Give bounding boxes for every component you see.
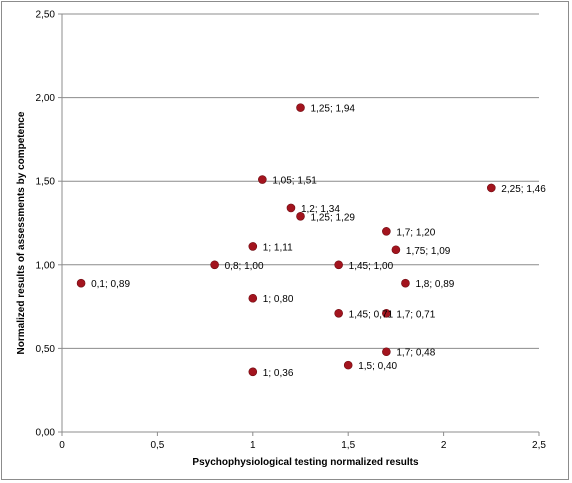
data-labels: 1,25; 1,941,05; 1,512,25; 1,461,2; 1,341… [91, 104, 546, 379]
x-tick-label: 1 [250, 440, 256, 451]
data-point [382, 227, 391, 236]
data-label: 1; 1,11 [263, 242, 293, 253]
x-tick-label: 0,5 [150, 440, 164, 451]
data-point [334, 260, 343, 270]
y-tick-label: 1,00 [36, 260, 56, 271]
data-label: 0,8; 1,00 [225, 261, 264, 272]
data-point [248, 367, 258, 377]
axes [58, 13, 540, 436]
data-label: 1,7; 1,20 [396, 227, 435, 238]
data-points [76, 103, 496, 377]
data-point [391, 245, 401, 255]
data-point [248, 293, 258, 303]
data-point [382, 347, 391, 357]
data-point [334, 308, 343, 318]
x-tick-label: 2,5 [532, 440, 546, 451]
data-point [343, 360, 353, 370]
y-tick-labels: 0,00 0,50 1,00 1,50 2,00 2,50 [36, 10, 56, 439]
data-point [210, 260, 219, 270]
y-tick-label: 2,50 [36, 10, 56, 21]
data-label: 1,8; 0,89 [415, 279, 454, 290]
x-tick-label: 1,5 [341, 440, 355, 451]
data-label: 1,05; 1,51 [272, 176, 317, 187]
data-label: 1,7; 0,48 [396, 348, 435, 359]
data-label: 1,25; 1,29 [311, 212, 356, 223]
x-axis-title: Psychophysiological testing normalized r… [192, 457, 419, 468]
y-tick-label: 1,50 [36, 177, 56, 188]
data-label: 1,75; 1,09 [406, 246, 451, 257]
data-label: 0,1; 0,89 [91, 279, 130, 290]
data-label: 1; 0,80 [263, 294, 294, 305]
x-tick-label: 0 [59, 440, 65, 451]
data-label: 2,25; 1,46 [501, 184, 546, 195]
x-tick-label: 2 [441, 440, 447, 451]
data-label: 1; 0,36 [263, 368, 294, 379]
grid-lines [62, 13, 539, 349]
y-tick-label: 0,50 [36, 344, 56, 355]
data-label: 1,45; 0,71 [349, 309, 394, 320]
data-point [76, 278, 86, 288]
data-label: 1,5; 0,40 [358, 361, 397, 372]
data-point [286, 203, 296, 213]
data-label: 1,7; 0,71 [396, 309, 435, 320]
data-label: 1,25; 1,94 [311, 104, 356, 115]
data-point [258, 175, 267, 184]
y-axis-title: Normalized results of assessments by com… [16, 111, 27, 354]
x-tick-labels: 0 0,5 1 1,5 2 2,5 [59, 440, 546, 451]
data-point [401, 278, 410, 288]
data-label: 1,2; 1,34 [301, 204, 340, 215]
data-point [296, 103, 305, 112]
y-tick-label: 2,00 [36, 93, 56, 104]
y-tick-label: 0,00 [36, 428, 56, 439]
data-label: 1,45; 1,00 [349, 261, 394, 272]
data-point [296, 212, 305, 221]
data-point [382, 308, 391, 318]
data-point [248, 242, 258, 251]
data-point [486, 183, 496, 193]
